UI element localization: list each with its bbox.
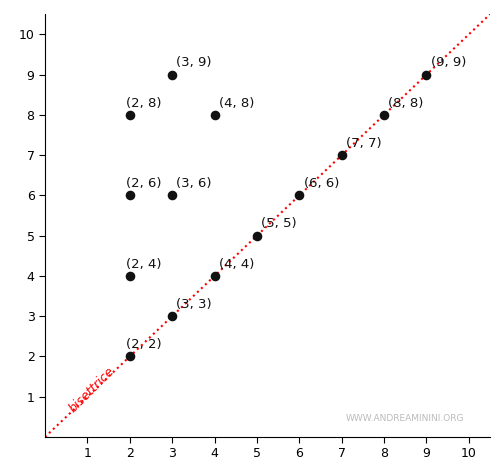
Point <box>422 71 430 78</box>
Text: (2, 2): (2, 2) <box>126 338 162 351</box>
Point <box>210 111 218 119</box>
Text: (2, 8): (2, 8) <box>126 97 162 110</box>
Point <box>126 272 134 280</box>
Point <box>210 272 218 280</box>
Point <box>168 191 176 199</box>
Text: (2, 6): (2, 6) <box>126 177 162 190</box>
Text: (7, 7): (7, 7) <box>346 137 382 150</box>
Text: (4, 4): (4, 4) <box>219 258 254 271</box>
Text: (3, 6): (3, 6) <box>176 177 212 190</box>
Point <box>126 111 134 119</box>
Text: (3, 9): (3, 9) <box>176 57 212 69</box>
Point <box>380 111 388 119</box>
Point <box>296 191 304 199</box>
Text: WWW.ANDREAMININI.ORG: WWW.ANDREAMININI.ORG <box>346 414 465 423</box>
Point <box>168 313 176 320</box>
Text: bisettrice: bisettrice <box>66 364 117 415</box>
Text: (3, 3): (3, 3) <box>176 298 212 311</box>
Text: (8, 8): (8, 8) <box>388 97 424 110</box>
Text: (9, 9): (9, 9) <box>430 57 466 69</box>
Text: (2, 4): (2, 4) <box>126 258 162 271</box>
Point <box>126 191 134 199</box>
Point <box>338 152 345 159</box>
Text: (5, 5): (5, 5) <box>261 218 297 230</box>
Point <box>253 232 261 239</box>
Point <box>126 352 134 360</box>
Point <box>168 71 176 78</box>
Text: (4, 8): (4, 8) <box>219 97 254 110</box>
Text: (6, 6): (6, 6) <box>304 177 339 190</box>
